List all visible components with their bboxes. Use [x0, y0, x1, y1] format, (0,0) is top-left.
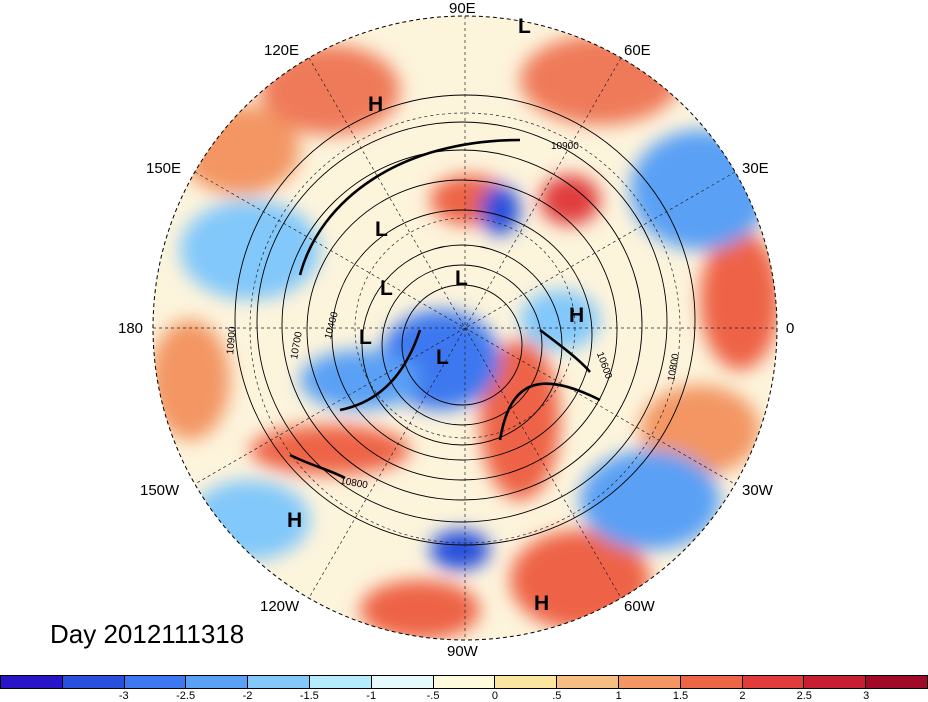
- pressure-marker: L: [380, 277, 393, 300]
- colorbar-tick-label: -2: [242, 690, 253, 702]
- colorbar-swatch: [62, 676, 125, 688]
- colorbar-swatch: [371, 676, 434, 688]
- colorbar-swatch: [680, 676, 743, 688]
- pressure-marker: H: [534, 592, 550, 615]
- pressure-marker: L: [375, 218, 388, 241]
- map-boundary: [152, 15, 778, 641]
- lon-label-90w: 90W: [447, 643, 478, 660]
- colorbar-tick-label: -.5: [426, 690, 440, 702]
- contour-label: 10900: [551, 141, 579, 152]
- pressure-marker: L: [359, 326, 372, 349]
- lon-label-60e: 60E: [624, 42, 651, 59]
- colorbar-tick-label: 1.5: [672, 690, 689, 702]
- colorbar-swatch: [804, 676, 867, 688]
- lon-label-90e: 90E: [449, 0, 476, 17]
- colorbar-swatch: [618, 676, 681, 688]
- colorbar-swatch: [1, 676, 63, 688]
- lon-label-30w: 30W: [742, 482, 773, 499]
- colorbar-tick-label: 2.5: [796, 690, 812, 702]
- anomaly-field: [153, 16, 777, 640]
- colorbar-tick-label: -1: [366, 690, 377, 702]
- lon-label-180: 180: [118, 320, 144, 337]
- pressure-marker: H: [287, 509, 303, 532]
- lon-label-0: 0: [786, 320, 795, 337]
- colorbar-swatch: [742, 676, 805, 688]
- lon-label-60w: 60W: [624, 598, 655, 615]
- colorbar-tick-label: -2.5: [176, 690, 196, 702]
- pressure-marker: L: [455, 267, 468, 290]
- lon-label-30e: 30E: [742, 160, 769, 177]
- pressure-marker: L: [436, 346, 449, 369]
- colorbar-tick-label: 3: [863, 690, 870, 702]
- pressure-marker: H: [368, 93, 384, 116]
- colorbar-swatch: [495, 676, 558, 688]
- colorbar-tick-label: -1.5: [299, 690, 319, 702]
- lon-label-150w: 150W: [140, 482, 180, 499]
- colorbar-swatch: [124, 676, 187, 688]
- date-label: Day 2012111318: [50, 619, 245, 649]
- colorbar-tick-label: 1: [615, 690, 622, 702]
- pressure-marker: L: [518, 15, 531, 38]
- colorbar-swatch: [248, 676, 310, 688]
- colorbar-swatch: [186, 676, 249, 688]
- lon-label-150e: 150E: [146, 160, 182, 177]
- height-contours: [234, 94, 696, 546]
- colorbar-swatch: [557, 676, 619, 688]
- graticule: [153, 16, 777, 640]
- colorbar-tick-label: -3: [118, 690, 129, 702]
- jet-contours: [289, 138, 601, 480]
- colorbar-tick-label: .5: [552, 690, 562, 702]
- colorbar-swatch: [433, 676, 496, 688]
- colorbar-swatch: [866, 676, 927, 688]
- colorbar: [0, 675, 928, 689]
- pressure-marker: H: [569, 304, 585, 327]
- lon-label-120e: 120E: [264, 42, 300, 59]
- colorbar-tick-label: 0: [491, 690, 498, 702]
- colorbar-swatch: [309, 676, 372, 688]
- colorbar-tick-label: 2: [739, 690, 746, 702]
- lon-label-120w: 120W: [260, 598, 300, 615]
